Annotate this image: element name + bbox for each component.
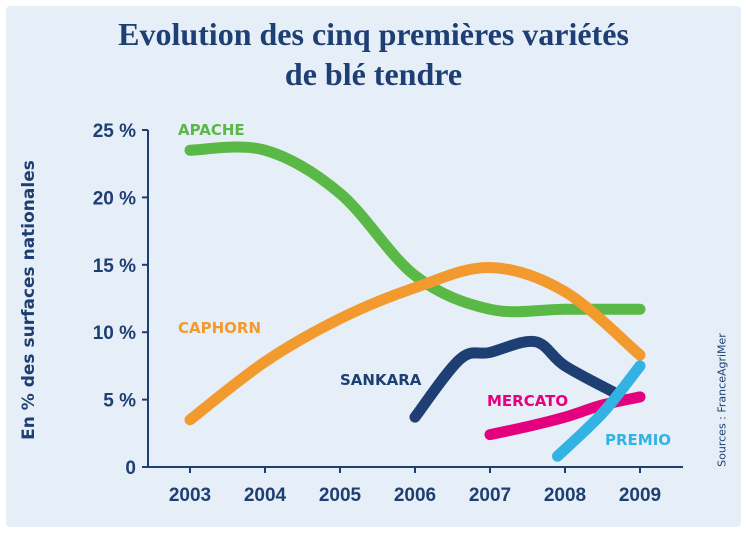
x-tick-label: 2004 xyxy=(244,485,287,506)
chart-title: Evolution des cinq premières variétés de… xyxy=(0,14,747,94)
x-tick-label: 2006 xyxy=(394,485,436,506)
y-tick-label: 20 % xyxy=(93,188,136,209)
x-tick-label: 2007 xyxy=(469,485,511,506)
x-tick-label: 2009 xyxy=(619,485,661,506)
chart-title-line-1: Evolution des cinq premières variétés xyxy=(118,16,629,52)
y-tick-label: 5 % xyxy=(103,391,136,412)
x-tick-label: 2005 xyxy=(319,485,362,506)
y-tick-label: 10 % xyxy=(93,323,136,344)
y-tick-label: 25 % xyxy=(93,121,136,142)
y-tick-label: 15 % xyxy=(93,256,136,277)
series-line-premio xyxy=(552,360,646,462)
y-tick-label: 0 xyxy=(125,458,136,479)
series-line-sankara xyxy=(409,335,623,423)
x-tick-label: 2003 xyxy=(169,485,211,506)
x-tick-label: 2008 xyxy=(544,485,586,506)
series-label-premio: PREMIO xyxy=(605,431,671,449)
series-label-apache: APACHE xyxy=(178,121,245,139)
series-label-sankara: SANKARA xyxy=(340,371,422,389)
series-label-caphorn: CAPHORN xyxy=(178,319,261,337)
chart-background xyxy=(6,6,741,527)
chart-title-line-2: de blé tendre xyxy=(284,56,463,92)
series-line-caphorn xyxy=(184,261,646,426)
series-line-apache xyxy=(184,141,646,318)
series-label-mercato: MERCATO xyxy=(487,392,568,410)
